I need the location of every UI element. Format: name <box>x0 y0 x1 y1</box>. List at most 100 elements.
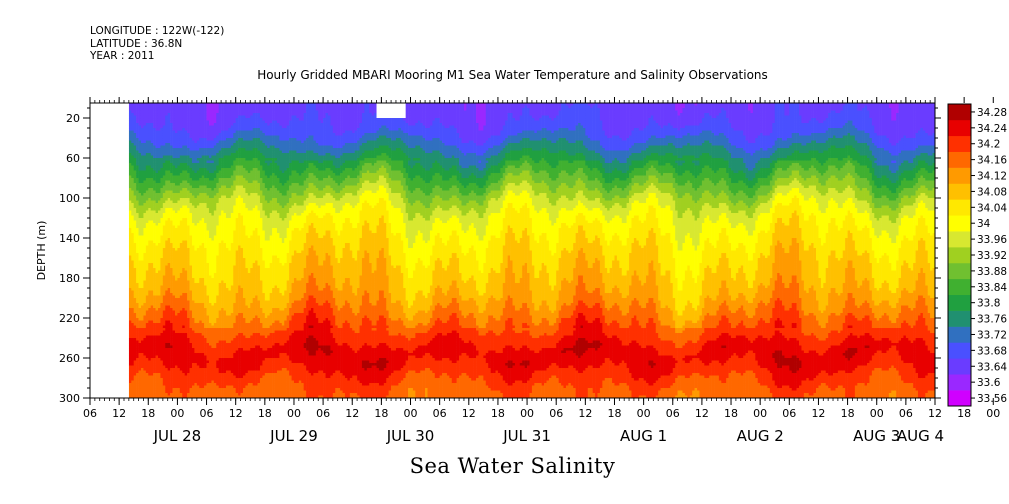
heatmap-cell <box>216 105 219 109</box>
heatmap-cell <box>216 295 219 299</box>
heatmap-cell <box>225 303 229 306</box>
heatmap-cell <box>189 255 193 259</box>
heatmap-cell <box>133 193 137 196</box>
heatmap-cell <box>148 390 152 394</box>
heatmap-cell <box>184 200 188 204</box>
heatmap-cell <box>208 163 212 166</box>
heatmap-cell <box>145 273 149 276</box>
heatmap-cell <box>228 300 232 304</box>
heatmap-cell <box>170 355 173 359</box>
heatmap-cell <box>167 275 171 279</box>
heatmap-cell <box>184 105 188 109</box>
heatmap-cell <box>145 235 149 239</box>
heatmap-cell <box>201 370 205 374</box>
heatmap-cell <box>153 160 156 164</box>
heatmap-cell <box>196 295 200 299</box>
heatmap-cell <box>174 190 178 194</box>
heatmap-cell <box>201 263 205 266</box>
heatmap-cell <box>184 255 188 259</box>
heatmap-cell <box>201 378 205 381</box>
heatmap-cell <box>216 288 219 291</box>
heatmap-cell <box>128 340 132 344</box>
heatmap-cell <box>160 178 164 181</box>
heatmap-cell <box>225 163 229 166</box>
heatmap-cell <box>155 338 159 341</box>
heatmap-cell <box>133 150 137 154</box>
heatmap-cell <box>138 220 142 224</box>
heatmap-cell <box>128 240 132 244</box>
heatmap-cell <box>155 225 159 229</box>
heatmap-cell <box>131 380 135 384</box>
heatmap-cell <box>138 103 142 106</box>
heatmap-cell <box>131 313 135 316</box>
heatmap-cell <box>131 323 135 326</box>
heatmap-cell <box>208 178 212 181</box>
heatmap-cell <box>172 188 176 191</box>
heatmap-cell <box>160 298 164 301</box>
heatmap-cell <box>174 135 178 139</box>
heatmap-cell <box>199 225 202 229</box>
heatmap-cell <box>170 143 173 146</box>
heatmap-cell <box>138 120 142 124</box>
heatmap-cell <box>155 173 159 176</box>
heatmap-cell <box>160 173 164 176</box>
heatmap-cell <box>228 370 232 374</box>
heatmap-cell <box>208 318 212 321</box>
heatmap-cell <box>140 160 144 164</box>
heatmap-cell <box>138 330 142 334</box>
heatmap-cell <box>133 175 137 179</box>
heatmap-cell <box>208 358 212 361</box>
heatmap-cell <box>213 310 217 314</box>
heatmap-cell <box>145 138 149 141</box>
heatmap-cell <box>133 330 137 334</box>
heatmap-cell <box>211 343 215 346</box>
heatmap-cell <box>133 365 137 369</box>
heatmap-cell <box>191 108 195 111</box>
heatmap-cell <box>213 210 217 214</box>
heatmap-cell <box>179 310 183 314</box>
heatmap-cell <box>153 225 156 229</box>
heatmap-cell <box>211 180 215 184</box>
heatmap-cell <box>155 333 159 336</box>
heatmap-cell <box>172 355 176 359</box>
heatmap-cell <box>143 280 147 284</box>
heatmap-cell <box>211 228 215 231</box>
heatmap-cell <box>167 350 171 354</box>
heatmap-cell <box>165 178 168 181</box>
heatmap-cell <box>208 110 212 114</box>
heatmap-cell <box>223 293 227 296</box>
heatmap-cell <box>128 165 132 169</box>
heatmap-cell <box>165 305 168 309</box>
heatmap-cell <box>194 155 198 159</box>
heatmap-cell <box>174 175 178 179</box>
heatmap-cell <box>167 323 171 326</box>
heatmap-cell <box>182 388 185 391</box>
heatmap-cell <box>182 278 185 281</box>
heatmap-cell <box>216 265 219 269</box>
heatmap-cell <box>160 150 164 154</box>
heatmap-cell <box>191 150 195 154</box>
heatmap-cell <box>179 330 183 334</box>
heatmap-cell <box>167 223 171 226</box>
heatmap-cell <box>138 153 142 156</box>
heatmap-cell <box>167 215 171 219</box>
heatmap-cell <box>199 265 202 269</box>
heatmap-cell <box>225 323 229 326</box>
heatmap-cell <box>221 183 224 186</box>
heatmap-cell <box>201 235 205 239</box>
heatmap-cell <box>133 178 137 181</box>
heatmap-cell <box>201 303 205 306</box>
heatmap-cell <box>211 368 215 371</box>
heatmap-cell <box>177 148 181 151</box>
heatmap-cell <box>213 238 217 241</box>
heatmap-cell <box>208 158 212 161</box>
heatmap-cell <box>182 208 185 211</box>
heatmap-cell <box>179 158 183 161</box>
heatmap-cell <box>167 183 171 186</box>
heatmap-cell <box>184 280 188 284</box>
heatmap-cell <box>211 248 215 251</box>
heatmap-cell <box>194 140 198 144</box>
heatmap-cell <box>150 133 154 136</box>
heatmap-cell <box>138 270 142 274</box>
heatmap-cell <box>153 123 156 126</box>
